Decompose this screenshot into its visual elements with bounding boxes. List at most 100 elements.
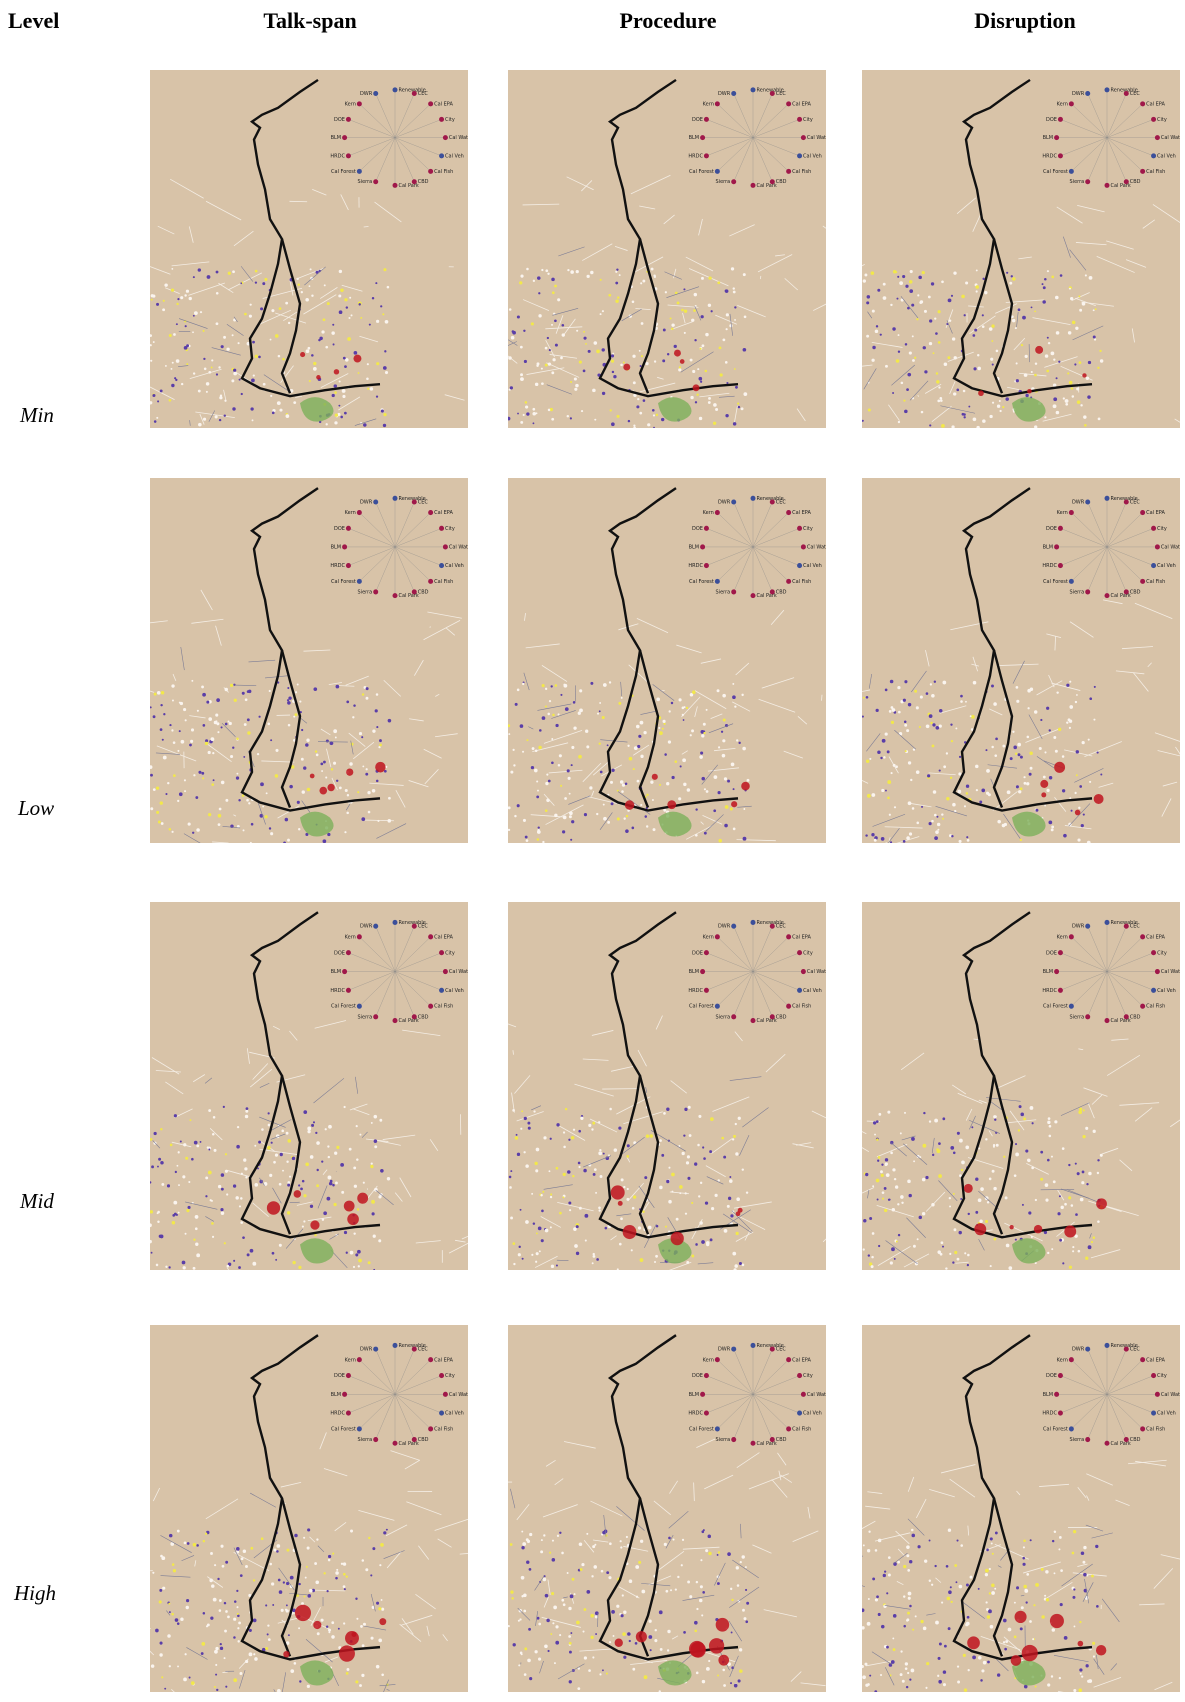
map-dot — [210, 1199, 212, 1201]
map-dot — [1009, 282, 1012, 285]
map-dot — [172, 700, 174, 702]
map-dot — [183, 708, 186, 711]
org-node — [704, 117, 709, 122]
map-dot — [605, 1227, 608, 1230]
org-label: Cal Water — [1161, 135, 1185, 141]
map-dot — [1082, 1135, 1085, 1138]
map-dot — [525, 836, 528, 839]
map-dot — [656, 1225, 658, 1228]
map-dot — [1059, 1677, 1061, 1679]
org-label: Kern — [1057, 1357, 1068, 1363]
map-dot — [298, 1583, 300, 1585]
map-dot — [960, 1198, 962, 1200]
map-dot — [287, 687, 289, 689]
map-dot — [512, 1109, 515, 1112]
map-dot — [696, 394, 698, 396]
map-dot — [195, 1215, 199, 1219]
map-dot — [167, 1634, 170, 1638]
map-dot — [727, 1552, 731, 1556]
map-dot — [670, 317, 672, 319]
map-dot — [892, 1208, 895, 1211]
map-dot — [221, 1211, 225, 1215]
map-dot — [936, 726, 940, 730]
map-dot — [254, 1183, 258, 1187]
map-dot — [552, 1622, 554, 1624]
org-node — [1105, 593, 1110, 598]
map-dot — [244, 723, 247, 726]
org-node — [786, 1357, 791, 1362]
map-dot — [520, 724, 524, 728]
org-label: Cal Forest — [689, 169, 714, 175]
map-dot — [885, 689, 888, 692]
map-dot — [245, 698, 248, 701]
map-dot — [549, 1552, 551, 1554]
map-dot — [918, 1545, 921, 1548]
map-dot — [685, 1213, 687, 1215]
map-dot — [385, 371, 388, 374]
map-dot — [982, 325, 985, 328]
map-dot — [383, 1531, 386, 1534]
org-label: DOE — [334, 950, 345, 956]
map-dot — [923, 346, 926, 349]
map-dot — [525, 405, 528, 408]
map-dot — [621, 790, 624, 793]
map-dot — [919, 301, 922, 304]
map-dot — [723, 1156, 726, 1159]
map-dot — [1021, 344, 1023, 346]
map-dot — [1068, 1164, 1070, 1166]
org-label: CBD — [1130, 1014, 1141, 1020]
map-dot — [662, 728, 664, 730]
org-node — [1085, 589, 1090, 594]
map-dot — [520, 275, 523, 278]
org-label: DWR — [1072, 91, 1085, 97]
map-dot — [1088, 1245, 1092, 1249]
map-dot — [729, 324, 732, 327]
map-dot — [538, 1227, 542, 1231]
map-dot — [317, 1169, 319, 1171]
map-dot — [725, 414, 728, 417]
map-dot — [160, 1161, 163, 1165]
map-dot — [196, 1253, 200, 1257]
map-dot — [736, 1197, 740, 1201]
map-dot — [659, 1186, 663, 1190]
map-dot — [736, 739, 738, 741]
map-dot — [171, 729, 173, 731]
org-label: City — [1157, 526, 1167, 532]
map-dot — [533, 1110, 535, 1112]
map-dot — [637, 398, 639, 400]
org-node — [373, 1014, 378, 1019]
map-dot — [877, 289, 880, 292]
org-node — [797, 1373, 802, 1378]
map-dot — [994, 1238, 997, 1241]
org-label: Cal Fish — [434, 1004, 453, 1010]
map-dot — [515, 1136, 518, 1139]
map-dot — [904, 1112, 906, 1114]
map-dot — [1100, 773, 1102, 775]
map-dot — [633, 427, 636, 430]
map-dot — [510, 1216, 513, 1219]
map-dot — [887, 797, 889, 800]
map-dot — [996, 350, 999, 353]
map-dot — [344, 412, 347, 415]
map-dot — [637, 745, 640, 748]
map-dot — [165, 1266, 167, 1268]
map-dot — [882, 739, 886, 743]
map-dot — [354, 351, 358, 355]
map-dot — [636, 1596, 638, 1598]
org-node — [1140, 510, 1145, 515]
map-dot — [991, 746, 993, 749]
map-dot — [1087, 395, 1090, 398]
map-dot — [153, 715, 156, 718]
map-dot — [148, 1240, 151, 1243]
map-dot — [223, 336, 226, 339]
map-dot — [522, 751, 524, 753]
map-dot — [553, 1606, 557, 1610]
org-node — [797, 117, 802, 122]
org-label: Cal EPA — [792, 1357, 811, 1363]
map-dot — [265, 1604, 267, 1606]
map-dot — [171, 289, 174, 292]
map-dot — [196, 1544, 199, 1547]
map-dot — [211, 359, 213, 361]
map-dot — [1023, 1546, 1025, 1548]
map-dot — [385, 320, 389, 324]
